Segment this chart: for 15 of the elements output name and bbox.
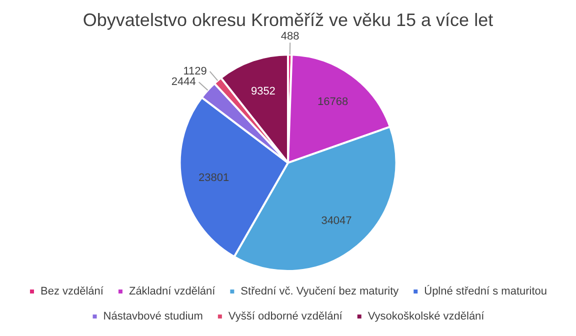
legend-label: Střední vč. Vyučení bez maturity: [240, 286, 400, 298]
legend-label: Nástavbové studium: [103, 310, 203, 323]
legend-label: Vyšší odborné vzdělání: [228, 310, 344, 323]
data-label: 1129: [183, 66, 207, 78]
data-label: 9352: [250, 85, 276, 98]
data-label: 2444: [171, 76, 196, 88]
data-label: 34047: [321, 215, 352, 228]
legend-label: Základní vzdělání: [128, 286, 216, 298]
legend-label: Bez vzdělání: [40, 286, 104, 298]
legend-label: Úplné střední s maturitou: [424, 284, 548, 298]
data-label: 488: [280, 30, 300, 43]
data-label: 23801: [198, 172, 230, 184]
data-label: 16768: [318, 96, 348, 108]
legend-label: Vysokoškolské vzdělání: [368, 310, 486, 323]
chart-title: Obyvatelstvo okresu Kroměříž ve věku 15 a více let: [82, 10, 494, 30]
